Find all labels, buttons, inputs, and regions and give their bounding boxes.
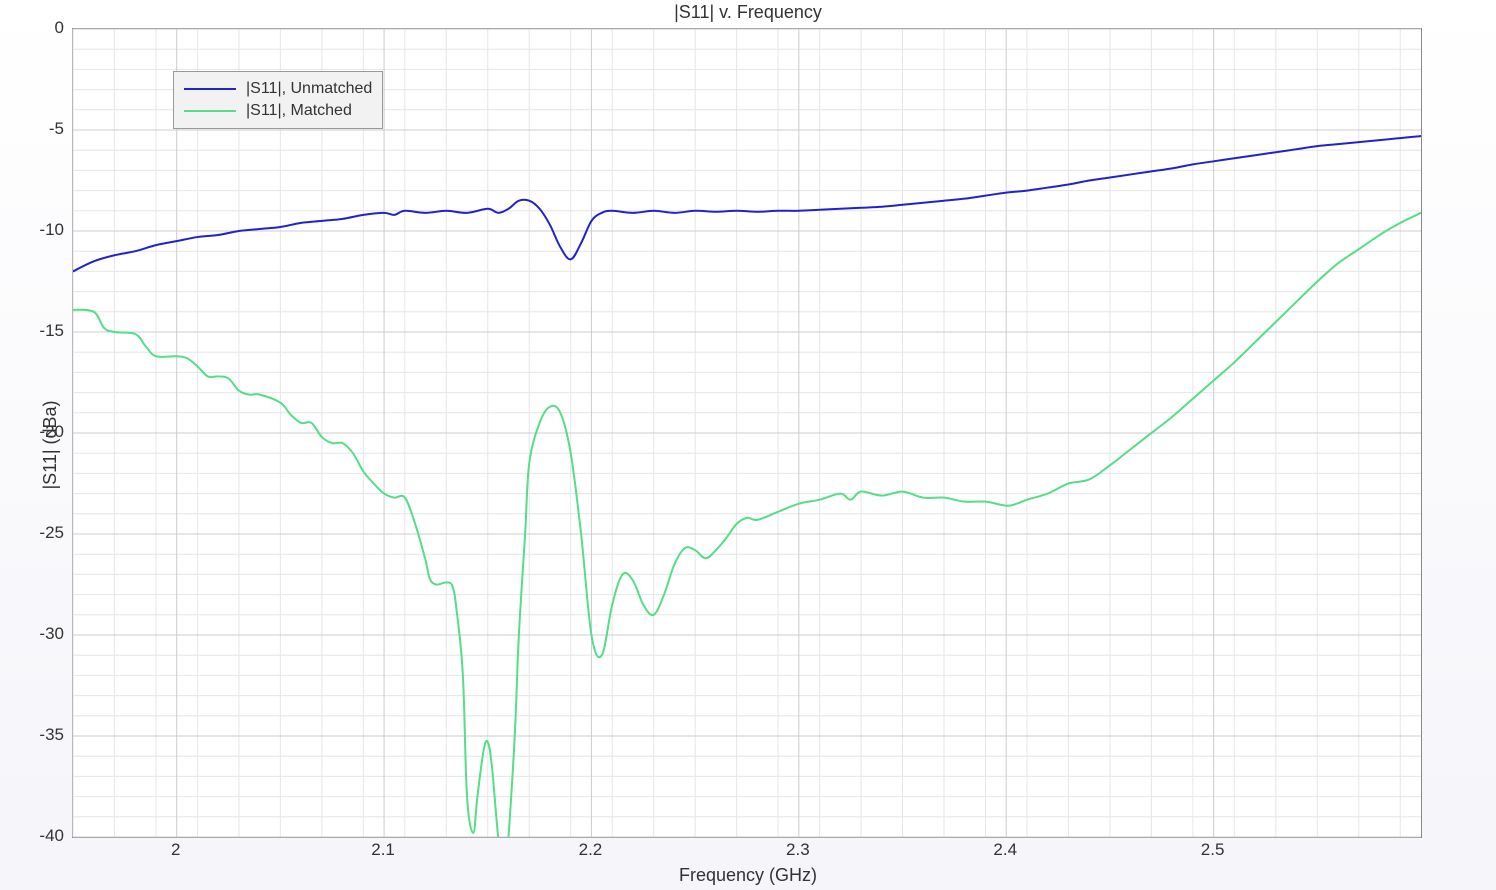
x-tick-label: 2.4 <box>993 840 1017 860</box>
y-tick-label: -15 <box>24 321 64 341</box>
plot-area: |S11|, Unmatched |S11|, Matched <box>72 28 1422 838</box>
legend-item: |S11|, Matched <box>184 100 372 122</box>
y-tick-label: -35 <box>24 725 64 745</box>
y-tick-label: -20 <box>24 422 64 442</box>
legend-label: |S11|, Matched <box>246 102 352 120</box>
chart-title: |S11| v. Frequency <box>0 2 1496 23</box>
series-line <box>73 213 1421 888</box>
legend: |S11|, Unmatched |S11|, Matched <box>173 71 383 129</box>
y-tick-label: -40 <box>24 826 64 846</box>
legend-line-icon <box>184 110 236 112</box>
x-tick-label: 2.3 <box>786 840 810 860</box>
y-tick-label: -25 <box>24 523 64 543</box>
y-tick-label: -5 <box>24 119 64 139</box>
x-tick-label: 2 <box>171 840 180 860</box>
x-tick-label: 2.5 <box>1201 840 1225 860</box>
plot-svg <box>73 29 1421 837</box>
y-tick-label: 0 <box>24 18 64 38</box>
legend-label: |S11|, Unmatched <box>246 80 372 98</box>
x-tick-label: 2.1 <box>371 840 395 860</box>
chart-container: |S11| v. Frequency |S11| (dBa) Frequency… <box>0 0 1496 890</box>
x-tick-label: 2.2 <box>579 840 603 860</box>
y-axis-label: |S11| (dBa) <box>40 400 61 489</box>
y-tick-label: -10 <box>24 220 64 240</box>
y-tick-label: -30 <box>24 624 64 644</box>
legend-line-icon <box>184 88 236 90</box>
x-axis-label: Frequency (GHz) <box>0 865 1496 886</box>
legend-item: |S11|, Unmatched <box>184 78 372 100</box>
